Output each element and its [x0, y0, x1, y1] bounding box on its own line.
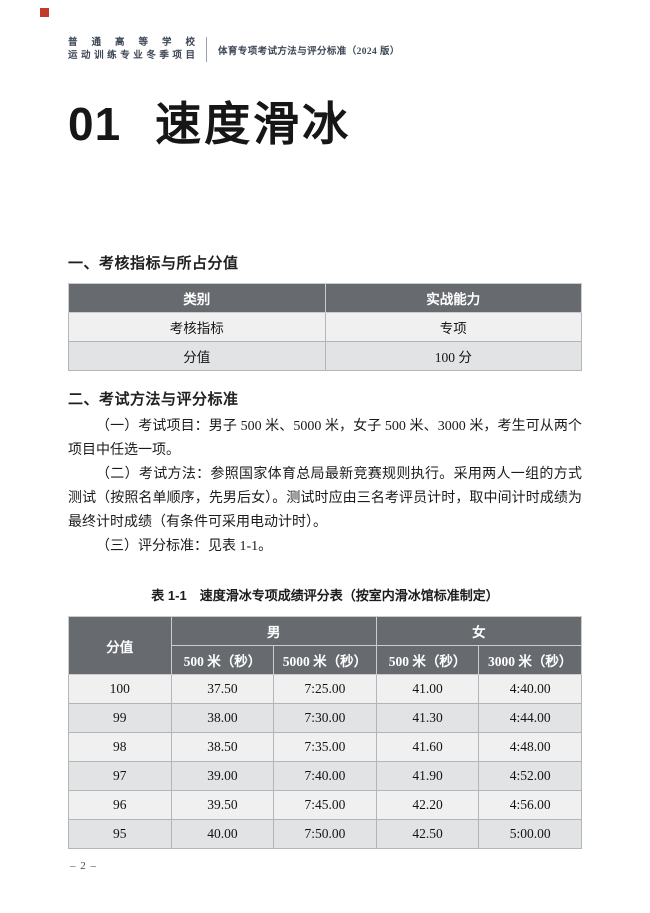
table-cell: 考核指标	[68, 312, 326, 342]
chapter-corner-marker	[40, 8, 49, 17]
table-cell: 98	[68, 732, 172, 762]
program-line-2: 运动训练专业冬季项目	[68, 50, 195, 61]
table-cell: 5:00.00	[478, 819, 582, 849]
table-cell: 7:40.00	[273, 761, 377, 791]
table-cell: 37.50	[170, 674, 275, 704]
table-cell: 7:25.00	[273, 674, 377, 704]
page-header: 普通高等学校 运动训练专业冬季项目 体育专项考试方法与评分标准（2024 版）	[68, 37, 590, 62]
document-title: 体育专项考试方法与评分标准（2024 版）	[218, 46, 400, 57]
table-row: 100 37.50 7:25.00 41.00 4:40.00	[68, 674, 582, 704]
table-cell: 4:48.00	[478, 732, 582, 762]
table-cell: 41.60	[375, 732, 480, 762]
table-row: 分值 100 分	[68, 341, 582, 371]
paragraph-scoring-standard: （三）评分标准：见表 1-1。	[96, 539, 273, 554]
column-header-practical-ability: 实战能力	[324, 283, 582, 313]
table-cell: 4:40.00	[478, 674, 582, 704]
table-cell: 7:30.00	[273, 703, 377, 733]
table-cell: 分值	[68, 341, 326, 371]
table-cell: 7:35.00	[273, 732, 377, 762]
table-header-row: 类别 实战能力	[68, 283, 582, 313]
table-cell: 42.20	[375, 790, 480, 820]
table-cell: 42.50	[375, 819, 480, 849]
table-cell: 7:45.00	[273, 790, 377, 820]
table-cell: 41.00	[375, 674, 480, 704]
chapter-title: 01 速度滑冰	[68, 96, 351, 152]
table-cell: 4:52.00	[478, 761, 582, 791]
column-group-female: 女	[375, 616, 583, 646]
table-cell: 41.90	[375, 761, 480, 791]
chapter-number: 01	[68, 98, 122, 150]
table-row: 考核指标 专项	[68, 312, 582, 342]
table-cell: 39.00	[170, 761, 275, 791]
table-cell: 96	[68, 790, 172, 820]
program-name: 普通高等学校 运动训练专业冬季项目	[68, 37, 195, 62]
table-cell: 97	[68, 761, 172, 791]
table-cell: 100 分	[324, 341, 582, 371]
column-group-male: 男	[170, 616, 377, 646]
table-cell: 39.50	[170, 790, 275, 820]
paragraph-exam-method: （二）考试方法：参照国家体育总局最新竞赛规则执行。采用两人一组的方式测试（按照名…	[68, 467, 582, 530]
program-line-1: 普通高等学校	[68, 38, 195, 48]
table-row: 96 39.50 7:45.00 42.20 4:56.00	[68, 790, 582, 820]
indicator-table: 类别 实战能力 考核指标 专项 分值 100 分	[68, 283, 582, 371]
score-table-caption: 表 1-1 速度滑冰专项成绩评分表（按室内滑冰馆标准制定）	[151, 588, 499, 603]
table-cell: 4:56.00	[478, 790, 582, 820]
column-header-male-5000m: 5000 米（秒）	[273, 645, 377, 675]
column-header-male-500m: 500 米（秒）	[170, 645, 275, 675]
table-cell: 专项	[324, 312, 582, 342]
score-table: 分值 男 女 500 米（秒） 5000 米（秒） 500 米（秒） 3000 …	[68, 616, 583, 849]
table-cell: 7:50.00	[273, 819, 377, 849]
table-cell: 4:44.00	[478, 703, 582, 733]
header-divider	[206, 37, 207, 62]
column-header-female-500m: 500 米（秒）	[375, 645, 480, 675]
table-row: 98 38.50 7:35.00 41.60 4:48.00	[68, 732, 582, 762]
table-row: 95 40.00 7:50.00 42.50 5:00.00	[68, 819, 582, 849]
table-cell: 38.50	[170, 732, 275, 762]
table-cell: 38.00	[170, 703, 275, 733]
page-number: – 2 –	[70, 860, 97, 872]
chapter-name: 速度滑冰	[155, 98, 352, 150]
table-header-row: 分值 男 女	[68, 616, 583, 675]
table-subheader-row: 500 米（秒） 5000 米（秒） 500 米（秒） 3000 米（秒）	[69, 645, 582, 675]
paragraph-exam-events: （一）考试项目：男子 500 米、5000 米，女子 500 米、3000 米，…	[68, 419, 582, 458]
table-cell: 99	[68, 703, 172, 733]
column-header-score: 分值	[68, 616, 172, 675]
section-2-heading: 二、考试方法与评分标准	[68, 392, 239, 408]
table-cell: 40.00	[170, 819, 275, 849]
column-header-category: 类别	[68, 283, 326, 313]
table-cell: 95	[68, 819, 172, 849]
section-1-heading: 一、考核指标与所占分值	[68, 256, 239, 272]
section-2-body: （一）考试项目：男子 500 米、5000 米，女子 500 米、3000 米，…	[68, 415, 582, 559]
table-cell: 41.30	[375, 703, 480, 733]
column-header-female-3000m: 3000 米（秒）	[478, 645, 582, 675]
table-cell: 100	[68, 674, 172, 704]
table-row: 99 38.00 7:30.00 41.30 4:44.00	[68, 703, 582, 733]
table-row: 97 39.00 7:40.00 41.90 4:52.00	[68, 761, 582, 791]
